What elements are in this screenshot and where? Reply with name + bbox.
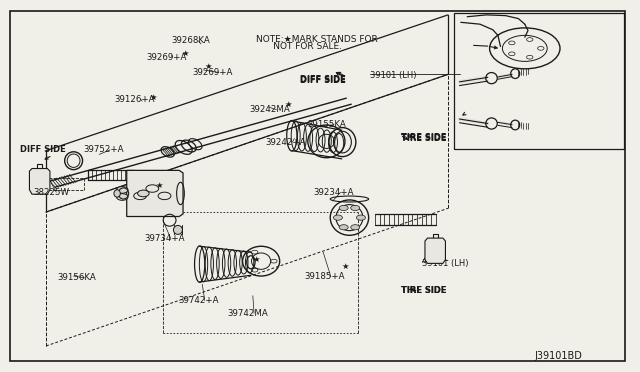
Polygon shape — [29, 169, 50, 194]
Circle shape — [138, 190, 149, 197]
Ellipse shape — [173, 225, 182, 234]
Text: 39269+A: 39269+A — [146, 53, 186, 62]
Text: ★: ★ — [284, 100, 292, 109]
Text: ★: ★ — [252, 255, 260, 264]
Circle shape — [116, 194, 128, 201]
Text: 39268KA: 39268KA — [172, 36, 211, 45]
Text: 39752+A: 39752+A — [83, 145, 124, 154]
Text: ★: ★ — [204, 62, 212, 71]
Circle shape — [339, 205, 348, 211]
Text: 39155KA: 39155KA — [307, 120, 346, 129]
Text: ★: ★ — [155, 181, 163, 190]
Text: TIRE SIDE: TIRE SIDE — [401, 133, 446, 142]
Text: 39234+A: 39234+A — [314, 188, 354, 197]
Text: NOTE:★MARK STANDS FOR: NOTE:★MARK STANDS FOR — [256, 35, 378, 44]
Text: TIRE SIDE: TIRE SIDE — [401, 134, 446, 143]
Text: 38225W: 38225W — [33, 188, 69, 197]
Text: 39185+A: 39185+A — [304, 272, 344, 281]
Text: 39156KA: 39156KA — [58, 273, 97, 282]
Polygon shape — [425, 238, 445, 263]
Text: DIFF SIDE: DIFF SIDE — [20, 145, 66, 154]
Text: 39269+A: 39269+A — [192, 68, 232, 77]
Text: ★: ★ — [182, 49, 189, 58]
Text: 39742MA: 39742MA — [227, 309, 268, 318]
Text: 39742+A: 39742+A — [178, 296, 218, 305]
Circle shape — [351, 225, 360, 230]
Text: 39734+A: 39734+A — [144, 234, 184, 243]
Text: TIRE SIDE: TIRE SIDE — [401, 286, 446, 295]
Circle shape — [339, 225, 348, 230]
Text: DIFF SIDE: DIFF SIDE — [300, 75, 345, 84]
Polygon shape — [127, 170, 183, 217]
Text: TIRE SIDE: TIRE SIDE — [401, 286, 446, 295]
Text: 39126+A: 39126+A — [114, 95, 154, 104]
Text: J39101BD: J39101BD — [534, 351, 582, 361]
Text: ★: ★ — [342, 262, 349, 270]
Circle shape — [351, 205, 360, 211]
Circle shape — [333, 215, 342, 220]
Text: ★: ★ — [150, 93, 157, 102]
Text: 39101 (LH): 39101 (LH) — [370, 71, 417, 80]
Ellipse shape — [114, 190, 120, 197]
Circle shape — [356, 215, 365, 220]
Bar — [454, 13, 624, 149]
Text: 39242MA: 39242MA — [250, 105, 291, 114]
Text: 39242+A: 39242+A — [266, 138, 306, 147]
Circle shape — [116, 186, 128, 193]
Text: DIFF SIDE: DIFF SIDE — [300, 76, 345, 85]
Text: 39101 (LH): 39101 (LH) — [422, 259, 469, 268]
Text: NOT FOR SALE.: NOT FOR SALE. — [256, 42, 342, 51]
